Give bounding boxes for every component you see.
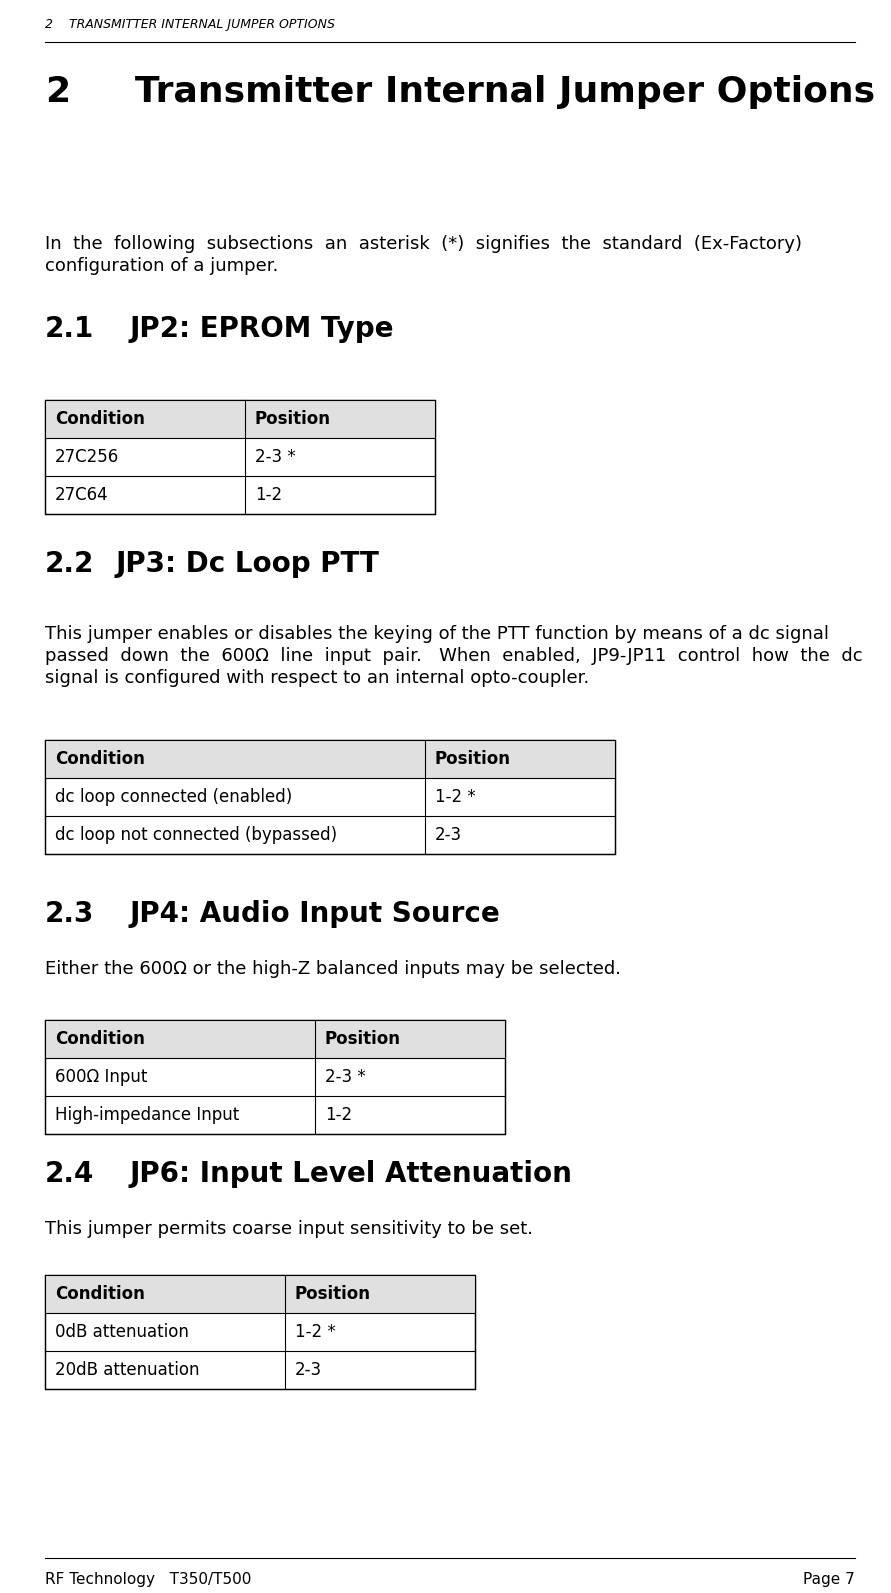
Text: Position: Position (325, 1031, 401, 1048)
Text: JP4: Audio Input Source: JP4: Audio Input Source (130, 900, 501, 929)
Text: 2-3: 2-3 (295, 1360, 323, 1380)
Text: RF Technology   T350/T500: RF Technology T350/T500 (45, 1572, 251, 1587)
Text: Position: Position (295, 1286, 371, 1303)
Text: 0dB attenuation: 0dB attenuation (55, 1324, 189, 1341)
Text: Either the 600Ω or the high-Z balanced inputs may be selected.: Either the 600Ω or the high-Z balanced i… (45, 961, 621, 978)
Bar (45, 400, 435, 515)
Text: High-impedance Input: High-impedance Input (55, 1106, 240, 1125)
Text: JP6: Input Level Attenuation: JP6: Input Level Attenuation (130, 1160, 573, 1188)
Text: Position: Position (255, 409, 331, 429)
Text: This jumper enables or disables the keying of the PTT function by means of a dc : This jumper enables or disables the keyi… (45, 624, 829, 644)
Text: passed  down  the  600Ω  line  input  pair.   When  enabled,  JP9-JP11  control : passed down the 600Ω line input pair. Wh… (45, 647, 862, 664)
Bar (45, 1274, 475, 1313)
Text: 2: 2 (45, 75, 70, 108)
Bar (45, 1020, 505, 1134)
Text: Page 7: Page 7 (804, 1572, 855, 1587)
Text: 2.4: 2.4 (45, 1160, 94, 1188)
Text: JP3: Dc Loop PTT: JP3: Dc Loop PTT (115, 550, 379, 578)
Text: 27C256: 27C256 (55, 448, 119, 467)
Bar (45, 1274, 475, 1389)
Text: Position: Position (435, 750, 511, 768)
Text: 1-2: 1-2 (325, 1106, 352, 1125)
Text: 1-2 *: 1-2 * (295, 1324, 336, 1341)
Text: 1-2 *: 1-2 * (435, 789, 476, 806)
Text: dc loop connected (enabled): dc loop connected (enabled) (55, 789, 292, 806)
Text: JP2: EPROM Type: JP2: EPROM Type (130, 315, 395, 342)
Text: Condition: Condition (55, 750, 145, 768)
Text: 2-3 *: 2-3 * (255, 448, 296, 467)
Text: dc loop not connected (bypassed): dc loop not connected (bypassed) (55, 827, 337, 844)
Text: Condition: Condition (55, 1286, 145, 1303)
Bar (45, 1020, 505, 1058)
Text: 2-3: 2-3 (435, 827, 462, 844)
Text: Condition: Condition (55, 409, 145, 429)
Text: In  the  following  subsections  an  asterisk  (*)  signifies  the  standard  (E: In the following subsections an asterisk… (45, 236, 802, 253)
Text: 600Ω Input: 600Ω Input (55, 1067, 147, 1086)
Bar (45, 400, 435, 438)
Text: Transmitter Internal Jumper Options: Transmitter Internal Jumper Options (135, 75, 875, 108)
Text: configuration of a jumper.: configuration of a jumper. (45, 256, 278, 276)
Text: This jumper permits coarse input sensitivity to be set.: This jumper permits coarse input sensiti… (45, 1220, 533, 1238)
Text: Condition: Condition (55, 1031, 145, 1048)
Bar (45, 741, 615, 854)
Text: 2-3 *: 2-3 * (325, 1067, 365, 1086)
Text: 2.1: 2.1 (45, 315, 94, 342)
Text: 2    TRANSMITTER INTERNAL JUMPER OPTIONS: 2 TRANSMITTER INTERNAL JUMPER OPTIONS (45, 18, 335, 30)
Text: 2.2: 2.2 (45, 550, 94, 578)
Text: 2.3: 2.3 (45, 900, 94, 929)
Text: 20dB attenuation: 20dB attenuation (55, 1360, 200, 1380)
Text: signal is configured with respect to an internal opto-coupler.: signal is configured with respect to an … (45, 669, 589, 687)
Text: 27C64: 27C64 (55, 486, 109, 503)
Bar (45, 741, 615, 777)
Text: 1-2: 1-2 (255, 486, 282, 503)
